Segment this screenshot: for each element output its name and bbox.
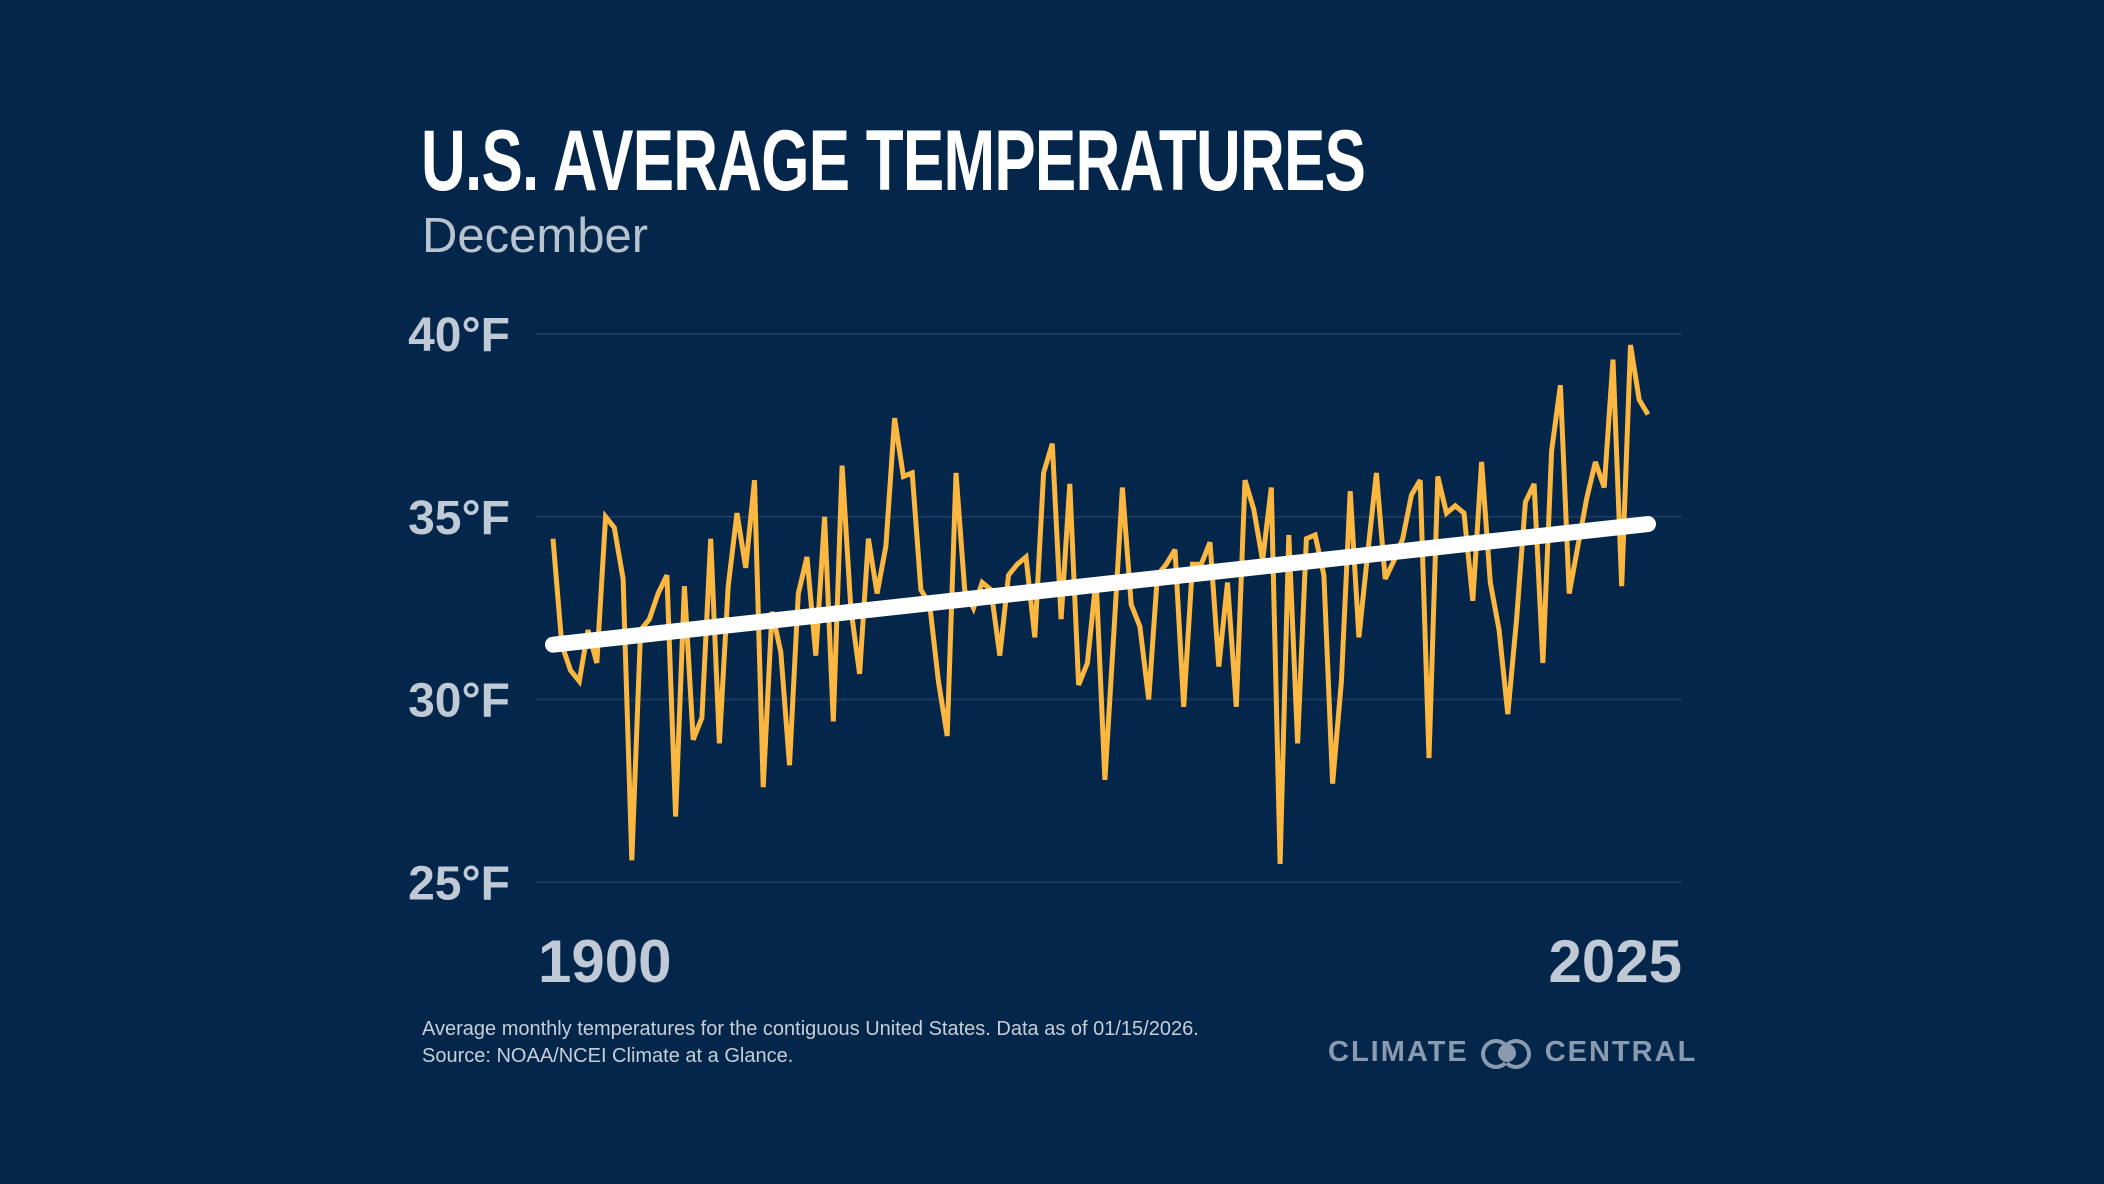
logo-text-right: CENTRAL	[1544, 1036, 1698, 1068]
climate-central-logo: CLIMATE CENTRAL	[1328, 1036, 1697, 1069]
y-tick-label: 30°F	[408, 675, 510, 728]
climate-central-rings-icon	[1479, 1037, 1535, 1069]
logo-text-left: CLIMATE	[1328, 1036, 1469, 1068]
x-tick-label-start: 1900	[538, 928, 671, 995]
x-axis-labels: 1900 2025	[538, 928, 1682, 995]
footnote: Average monthly temperatures for the con…	[422, 1016, 1199, 1070]
y-tick-label: 35°F	[408, 492, 510, 545]
footnote-description: Average monthly temperatures for the con…	[422, 1018, 1199, 1040]
footnote-source: Source: NOAA/NCEI Climate at a Glance.	[422, 1045, 794, 1067]
series-layer	[545, 344, 1656, 865]
y-tick-label: 25°F	[408, 857, 510, 910]
y-tick-label: 40°F	[408, 309, 510, 362]
y-axis-labels: 40°F 35°F 30°F 25°F	[408, 309, 510, 910]
chart-subtitle: December	[422, 209, 649, 263]
x-tick-label-end: 2025	[1549, 928, 1682, 995]
temperature-series-line	[550, 344, 1651, 865]
chart-title: U.S. AVERAGE TEMPERATURES	[421, 113, 1366, 209]
trend-line	[545, 516, 1656, 653]
